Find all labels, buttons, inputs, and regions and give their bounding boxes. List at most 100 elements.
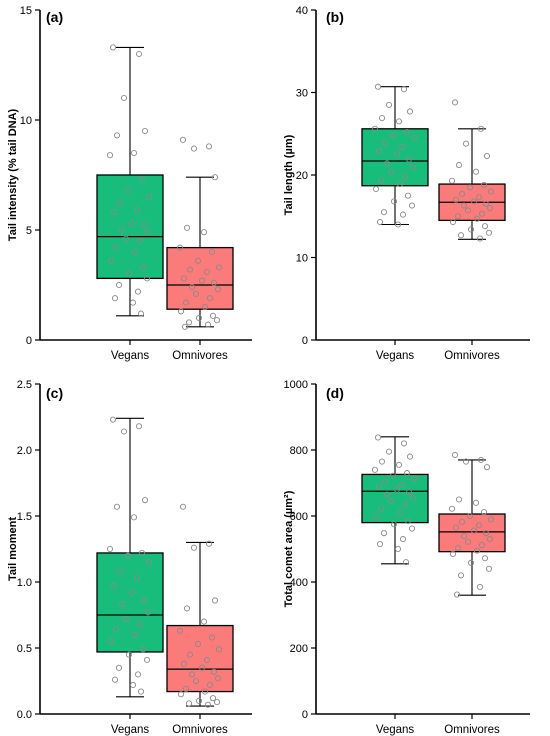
- y-tick-label: 400: [290, 577, 308, 589]
- x-tick-label-omnivores: Omnivores: [444, 350, 500, 362]
- data-point: [131, 248, 139, 256]
- data-point: [130, 514, 138, 521]
- data-point: [448, 177, 456, 184]
- data-point: [109, 416, 117, 423]
- data-point: [478, 210, 486, 217]
- data-point: [206, 681, 214, 689]
- data-point: [116, 200, 124, 207]
- data-point: [185, 319, 193, 326]
- y-tick-label: 40: [296, 5, 308, 17]
- data-point: [144, 609, 152, 616]
- data-point: [182, 685, 190, 692]
- data-point: [473, 547, 481, 554]
- data-point: [176, 627, 184, 634]
- data-point: [190, 145, 198, 152]
- data-point: [483, 464, 491, 471]
- data-point: [106, 545, 114, 553]
- data-point: [409, 164, 417, 171]
- data-point: [194, 257, 202, 264]
- data-point: [482, 530, 490, 537]
- data-point: [118, 226, 126, 234]
- data-point: [457, 232, 465, 239]
- data-point: [451, 451, 459, 459]
- data-point: [112, 244, 120, 251]
- y-axis-title: Tail length (µm): [283, 134, 295, 215]
- data-point: [481, 223, 489, 230]
- y-tick-label: 0.0: [17, 709, 32, 721]
- y-tick-label: 30: [296, 88, 308, 100]
- data-point: [405, 489, 413, 496]
- y-axis-title: Total comet area (µm²): [283, 490, 295, 607]
- y-tick-label: 0: [26, 335, 32, 347]
- data-point: [111, 676, 119, 683]
- data-point: [375, 148, 383, 155]
- data-point: [405, 156, 413, 163]
- data-point: [485, 229, 493, 236]
- data-point: [372, 513, 380, 520]
- data-point: [400, 86, 408, 93]
- data-point: [109, 44, 117, 51]
- data-point: [211, 597, 219, 604]
- iqr-box: [361, 473, 429, 524]
- data-point: [377, 177, 385, 184]
- data-point: [398, 143, 406, 150]
- data-point: [372, 185, 380, 193]
- data-point: [452, 196, 460, 203]
- data-point: [375, 483, 383, 491]
- data-point: [472, 499, 480, 506]
- data-point: [466, 184, 474, 191]
- box-vegans: [96, 44, 164, 317]
- y-tick-label: 0.5: [17, 643, 32, 655]
- data-point: [410, 475, 418, 483]
- data-point: [200, 618, 208, 625]
- data-point: [395, 118, 403, 125]
- data-point: [110, 209, 118, 216]
- data-point: [138, 549, 146, 557]
- y-tick-label: 0: [302, 709, 308, 721]
- data-point: [477, 456, 485, 463]
- data-point: [480, 181, 488, 188]
- x-tick-label-omnivores: Omnivores: [172, 724, 228, 736]
- data-point: [487, 188, 495, 195]
- y-tick-label: 1.5: [17, 511, 32, 523]
- data-point: [374, 83, 382, 90]
- y-tick-label: 1000: [284, 379, 308, 391]
- data-point: [476, 235, 484, 242]
- data-point: [467, 226, 475, 233]
- data-point: [470, 527, 478, 534]
- data-point: [377, 505, 385, 512]
- data-point: [204, 701, 212, 708]
- data-point: [467, 559, 475, 566]
- y-axis-title: Tail moment: [7, 517, 19, 581]
- data-point: [448, 505, 456, 512]
- data-point: [136, 621, 144, 628]
- data-point: [210, 279, 218, 286]
- data-point: [129, 299, 137, 306]
- y-tick-label: 5: [26, 225, 32, 237]
- data-point: [138, 176, 146, 183]
- y-tick-label: 0: [302, 335, 308, 347]
- data-point: [454, 213, 462, 220]
- data-point: [458, 190, 466, 198]
- data-point: [131, 631, 139, 638]
- data-point: [464, 207, 472, 214]
- data-point: [470, 198, 478, 205]
- data-point: [486, 536, 494, 543]
- data-point: [395, 461, 403, 468]
- data-point: [385, 448, 393, 455]
- data-point: [190, 544, 198, 551]
- data-point: [186, 266, 194, 273]
- data-point: [141, 497, 149, 504]
- data-point: [215, 264, 223, 271]
- data-point: [181, 323, 189, 330]
- data-point: [376, 218, 384, 226]
- data-point: [389, 472, 397, 479]
- box-omnivores: [438, 451, 506, 598]
- iqr-box: [96, 552, 164, 653]
- data-point: [374, 434, 382, 441]
- data-point: [188, 671, 196, 678]
- y-tick-label: 600: [290, 511, 308, 523]
- data-point: [376, 541, 384, 548]
- data-point: [409, 494, 417, 501]
- data-point: [394, 545, 402, 553]
